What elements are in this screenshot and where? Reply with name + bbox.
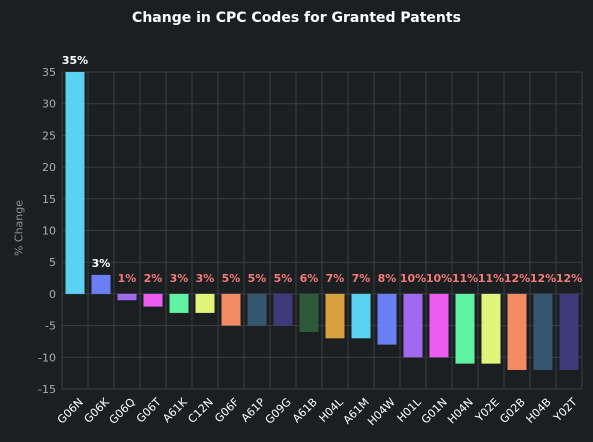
bar-A61M bbox=[351, 293, 371, 339]
data-label-H04N: 11% bbox=[452, 272, 478, 285]
bar-layer bbox=[65, 72, 579, 370]
x-tick-label-G01N: G01N bbox=[419, 396, 450, 427]
bar-C12N bbox=[195, 293, 215, 313]
bar-Y02T bbox=[559, 293, 579, 370]
y-tick-label: 20 bbox=[42, 161, 56, 174]
data-label-Y02E: 11% bbox=[478, 272, 504, 285]
x-tick-layer: G06NG06KG06QG06TA61KC12NG06FA61PG09GA61B… bbox=[55, 395, 580, 428]
x-tick-label-A61P: A61P bbox=[239, 395, 268, 424]
bar-H04N bbox=[455, 293, 475, 364]
x-tick-label-Y02T: Y02T bbox=[550, 395, 579, 424]
data-label-G02B: 12% bbox=[504, 272, 530, 285]
x-tick-label-G06K: G06K bbox=[82, 395, 113, 426]
bar-H04L bbox=[325, 293, 345, 339]
bar-A61P bbox=[247, 293, 267, 326]
data-label-G06K: 3% bbox=[92, 257, 111, 270]
y-tick-label: 35 bbox=[42, 66, 56, 79]
data-label-A61M: 7% bbox=[352, 272, 371, 285]
data-label-H04W: 8% bbox=[378, 272, 397, 285]
bar-A61B bbox=[299, 293, 319, 332]
data-label-Y02T: 12% bbox=[556, 272, 582, 285]
bar-G06N bbox=[65, 72, 85, 294]
data-label-layer: 35%3%1% 2% 3% 3% 5% 5% 5% 6% 7% 7% 8% 10% 10% 11% 11% 1… bbox=[62, 54, 582, 285]
x-tick-label-A61B: A61B bbox=[290, 396, 320, 426]
y-tick-label: -10 bbox=[38, 351, 56, 364]
x-tick-label-G06N: G06N bbox=[55, 396, 86, 427]
bar-H04W bbox=[377, 293, 397, 345]
data-label-C12N: 3% bbox=[196, 272, 215, 285]
y-tick-label: 5 bbox=[49, 256, 56, 269]
y-tick-label: 30 bbox=[42, 98, 56, 111]
data-label-H01L: 10% bbox=[400, 272, 426, 285]
x-tick-label-H01L: H01L bbox=[394, 395, 424, 425]
y-tick-label: 15 bbox=[42, 193, 56, 206]
chart-title: Change in CPC Codes for Granted Patents bbox=[132, 10, 461, 26]
data-label-A61B: 6% bbox=[300, 272, 319, 285]
x-tick-label-H04L: H04L bbox=[316, 395, 346, 425]
bar-A61K bbox=[169, 293, 189, 313]
x-tick-label-G06Q: G06Q bbox=[107, 395, 138, 426]
data-label-G09G: 5% bbox=[274, 272, 293, 285]
bar-G01N bbox=[429, 293, 449, 358]
x-tick-label-G02B: G02B bbox=[497, 396, 527, 426]
x-tick-label-G06F: G06F bbox=[212, 396, 242, 426]
y-tick-label: -5 bbox=[45, 320, 56, 333]
bar-H01L bbox=[403, 293, 423, 358]
bar-G09G bbox=[273, 293, 293, 326]
data-label-H04L: 7% bbox=[326, 272, 345, 285]
x-tick-label-Y02E: Y02E bbox=[472, 396, 501, 425]
data-label-G06Q: 1% bbox=[118, 272, 137, 285]
x-tick-label-G09G: G09G bbox=[263, 396, 294, 427]
data-label-G01N: 10% bbox=[426, 272, 452, 285]
data-label-G06N: 35% bbox=[62, 54, 88, 67]
bar-G06K bbox=[91, 274, 111, 294]
x-tick-label-C12N: C12N bbox=[185, 396, 215, 426]
data-label-G06T: 2% bbox=[144, 272, 163, 285]
x-tick-label-H04W: H04W bbox=[365, 396, 398, 429]
bar-G06F bbox=[221, 293, 241, 326]
bar-Y02E bbox=[481, 293, 501, 364]
bar-G06T bbox=[143, 293, 163, 307]
bar-G06Q bbox=[117, 293, 137, 301]
y-tick-label: 25 bbox=[42, 129, 56, 142]
y-tick-label: 10 bbox=[42, 225, 56, 238]
bar-H04B bbox=[533, 293, 553, 370]
x-tick-label-H04N: H04N bbox=[445, 396, 476, 427]
y-tick-label: -15 bbox=[38, 383, 56, 396]
data-label-H04B: 12% bbox=[530, 272, 556, 285]
x-tick-label-H04B: H04B bbox=[523, 396, 553, 426]
data-label-A61P: 5% bbox=[248, 272, 267, 285]
x-tick-label-G06T: G06T bbox=[134, 395, 164, 425]
x-tick-label-A61K: A61K bbox=[160, 395, 190, 425]
data-label-A61K: 3% bbox=[170, 272, 189, 285]
bar-G02B bbox=[507, 293, 527, 370]
data-label-G06F: 5% bbox=[222, 272, 241, 285]
y-tick-label: 0 bbox=[49, 288, 56, 301]
